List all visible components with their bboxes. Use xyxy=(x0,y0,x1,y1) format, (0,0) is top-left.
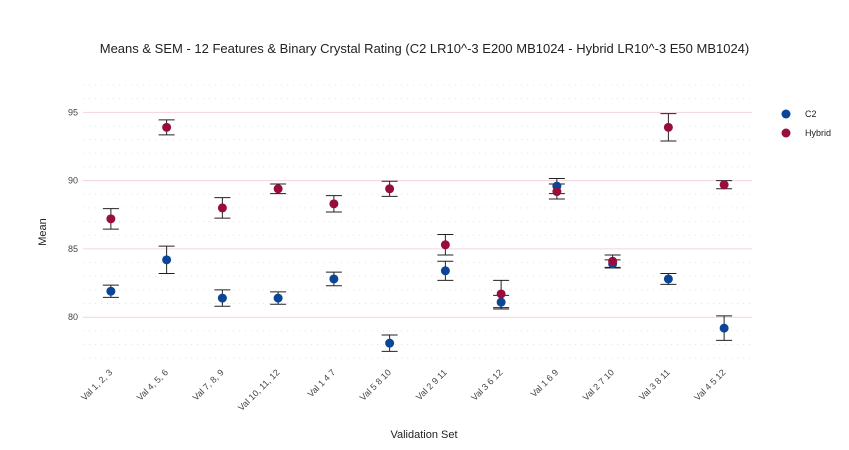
data-point-c2[interactable] xyxy=(217,293,227,303)
legend-marker xyxy=(781,109,791,119)
grid-layer xyxy=(83,84,752,359)
data-point-c2[interactable] xyxy=(385,338,395,348)
data-point-c2[interactable] xyxy=(663,274,673,284)
data-point-hybrid[interactable] xyxy=(552,187,562,197)
data-point-c2[interactable] xyxy=(106,286,116,296)
data-point-hybrid[interactable] xyxy=(440,240,450,250)
x-tick-label: Val 1, 2, 3 xyxy=(79,367,114,402)
data-points xyxy=(106,122,729,348)
data-point-hybrid[interactable] xyxy=(719,180,729,190)
legend-marker xyxy=(781,128,791,138)
legend-item-c2[interactable]: C2 xyxy=(781,109,817,119)
data-point-hybrid[interactable] xyxy=(663,122,673,132)
x-tick-label: Val 2 7 10 xyxy=(581,367,616,402)
data-point-hybrid[interactable] xyxy=(273,184,283,194)
data-point-hybrid[interactable] xyxy=(217,203,227,213)
data-point-c2[interactable] xyxy=(496,297,506,307)
data-point-hybrid[interactable] xyxy=(496,289,506,299)
y-axis-ticks: 80 85 90 95 xyxy=(68,107,78,322)
x-tick-label: Val 3 8 11 xyxy=(637,367,672,402)
data-point-hybrid[interactable] xyxy=(162,122,172,132)
x-tick-label: Val 4, 5, 6 xyxy=(135,367,170,402)
x-tick-label: Val 10, 11, 12 xyxy=(236,367,281,412)
legend-item-hybrid[interactable]: Hybrid xyxy=(781,128,832,138)
x-tick-label: Val 3 6 12 xyxy=(469,367,504,402)
error-bars xyxy=(102,113,733,352)
x-tick-label: Val 1 4 7 xyxy=(306,367,338,399)
x-tick-label: Val 1 6 9 xyxy=(529,367,561,399)
data-point-c2[interactable] xyxy=(329,274,339,284)
x-tick-label: Val 7, 8, 9 xyxy=(191,367,226,402)
data-point-c2[interactable] xyxy=(440,266,450,276)
data-point-hybrid[interactable] xyxy=(329,199,339,209)
y-tick-label: 85 xyxy=(68,244,78,254)
data-point-hybrid[interactable] xyxy=(385,184,395,194)
x-axis-title: Validation Set xyxy=(390,429,457,441)
legend[interactable]: C2 Hybrid xyxy=(781,109,832,138)
data-point-c2[interactable] xyxy=(273,293,283,303)
data-point-hybrid[interactable] xyxy=(106,214,116,224)
data-point-c2[interactable] xyxy=(162,255,172,265)
chart-title: Means & SEM - 12 Features & Binary Cryst… xyxy=(100,41,750,56)
y-tick-label: 95 xyxy=(68,107,78,117)
legend-label: Hybrid xyxy=(805,128,831,138)
data-point-c2[interactable] xyxy=(719,323,729,333)
y-axis-title: Mean xyxy=(37,218,49,246)
data-point-hybrid[interactable] xyxy=(608,256,618,266)
y-tick-label: 80 xyxy=(68,312,78,322)
x-tick-label: Val 5 8 10 xyxy=(358,367,393,402)
x-tick-label: Val 2 9 11 xyxy=(414,367,449,402)
legend-label: C2 xyxy=(805,109,817,119)
x-axis-ticks: Val 1, 2, 3 Val 4, 5, 6 Val 7, 8, 9 Val 10,… xyxy=(79,367,728,412)
x-tick-label: Val 4 5 12 xyxy=(692,367,727,402)
y-tick-label: 90 xyxy=(68,176,78,186)
